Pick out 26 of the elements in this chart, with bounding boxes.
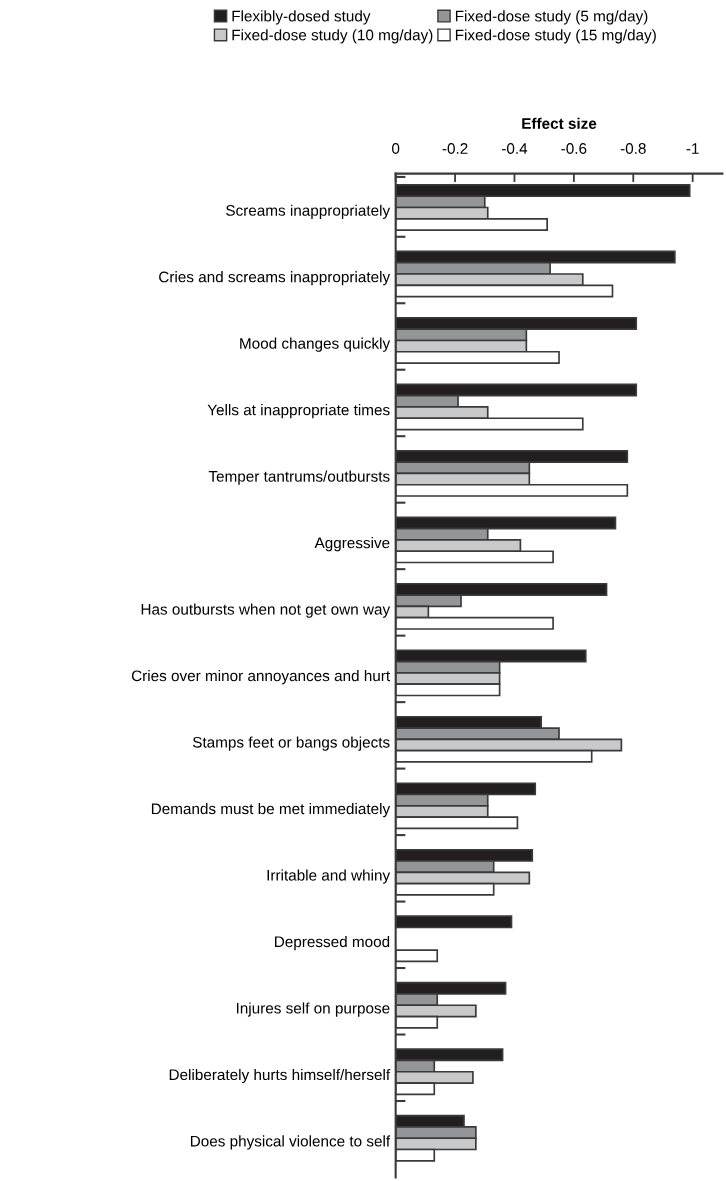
y-tick-label: Screams inappropriately	[226, 204, 391, 219]
y-tick-label: Does physical violence to self	[190, 1135, 391, 1150]
legend-label: Fixed-dose study (10 mg/day)	[232, 29, 433, 44]
y-tick-label: Yells at inappropriate times	[207, 404, 390, 419]
y-tick-label: Temper tantrums/outbursts	[208, 470, 390, 485]
y-tick-label: Demands must be met immediately	[151, 802, 391, 818]
y-tick-label: Stamps feet or bangs objects	[192, 736, 390, 751]
y-tick-label: Depressed mood	[275, 935, 390, 951]
x-tick-label: -1	[686, 143, 699, 154]
y-tick-label: Mood changes quickly	[240, 337, 391, 352]
x-tick-label: 0	[392, 143, 400, 154]
x-tick-label: -0.8	[620, 143, 646, 154]
y-tick-label: Injures self on purpose	[236, 1002, 390, 1017]
y-tick-label: Cries over minor annoyances and hurt	[131, 670, 391, 685]
y-tick-label: Deliberately hurts himself/herself	[169, 1068, 391, 1084]
y-tick-label: Has outbursts when not get own way	[141, 603, 391, 618]
x-tick-label: -0.2	[442, 143, 468, 154]
x-tick-label: -0.6	[561, 143, 587, 154]
x-axis-title: Effect size	[522, 117, 597, 129]
legend-label: Flexibly-dosed study	[232, 10, 371, 25]
legend-label: Fixed-dose study (5 mg/day)	[455, 10, 648, 25]
legend-label: Fixed-dose study (15 mg/day)	[455, 29, 656, 44]
y-tick-label: Aggressive	[314, 537, 390, 552]
x-tick-label: -0.4	[501, 143, 528, 154]
y-tick-label: Irritable and whiny	[267, 869, 391, 884]
y-tick-label: Cries and screams inappropriately	[159, 271, 391, 286]
